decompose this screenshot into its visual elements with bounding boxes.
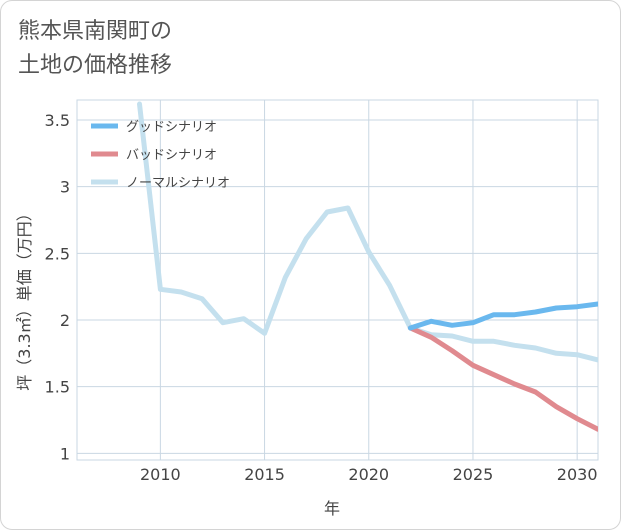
x-tick-label: 2020 bbox=[348, 465, 389, 484]
y-tick-label: 3 bbox=[60, 178, 70, 197]
legend-label: ノーマルシナリオ bbox=[126, 176, 230, 191]
x-tick-labels: 2010 2015 2020 2025 2030 bbox=[140, 465, 598, 484]
chart-title: 熊本県南関町の 土地の価格推移 bbox=[18, 19, 173, 78]
x-tick-label: 2015 bbox=[244, 465, 285, 484]
x-tick-label: 2025 bbox=[453, 465, 494, 484]
grid-lines bbox=[76, 99, 599, 461]
y-tick-label: 2.5 bbox=[45, 244, 70, 263]
y-tick-label: 1.5 bbox=[45, 378, 70, 397]
y-tick-label: 2 bbox=[60, 311, 70, 330]
x-tick-label: 2030 bbox=[557, 465, 598, 484]
series-line bbox=[407, 301, 598, 331]
x-axis-title: 年 bbox=[324, 499, 340, 518]
y-tick-label: 1 bbox=[60, 444, 70, 463]
series-line bbox=[137, 101, 598, 363]
y-tick-labels: 1 1.5 2 2.5 3 3.5 bbox=[45, 111, 70, 463]
plot-frame bbox=[76, 99, 599, 461]
legend-label: バッドシナリオ bbox=[126, 148, 217, 163]
legend-label: グッドシナリオ bbox=[126, 120, 217, 135]
y-tick-label: 3.5 bbox=[45, 111, 70, 130]
series-line bbox=[407, 325, 598, 432]
x-tick-label: 2010 bbox=[140, 465, 181, 484]
y-axis-title: 坪（3.3㎡）単価（万円） bbox=[15, 205, 34, 390]
series-lines bbox=[137, 101, 598, 432]
